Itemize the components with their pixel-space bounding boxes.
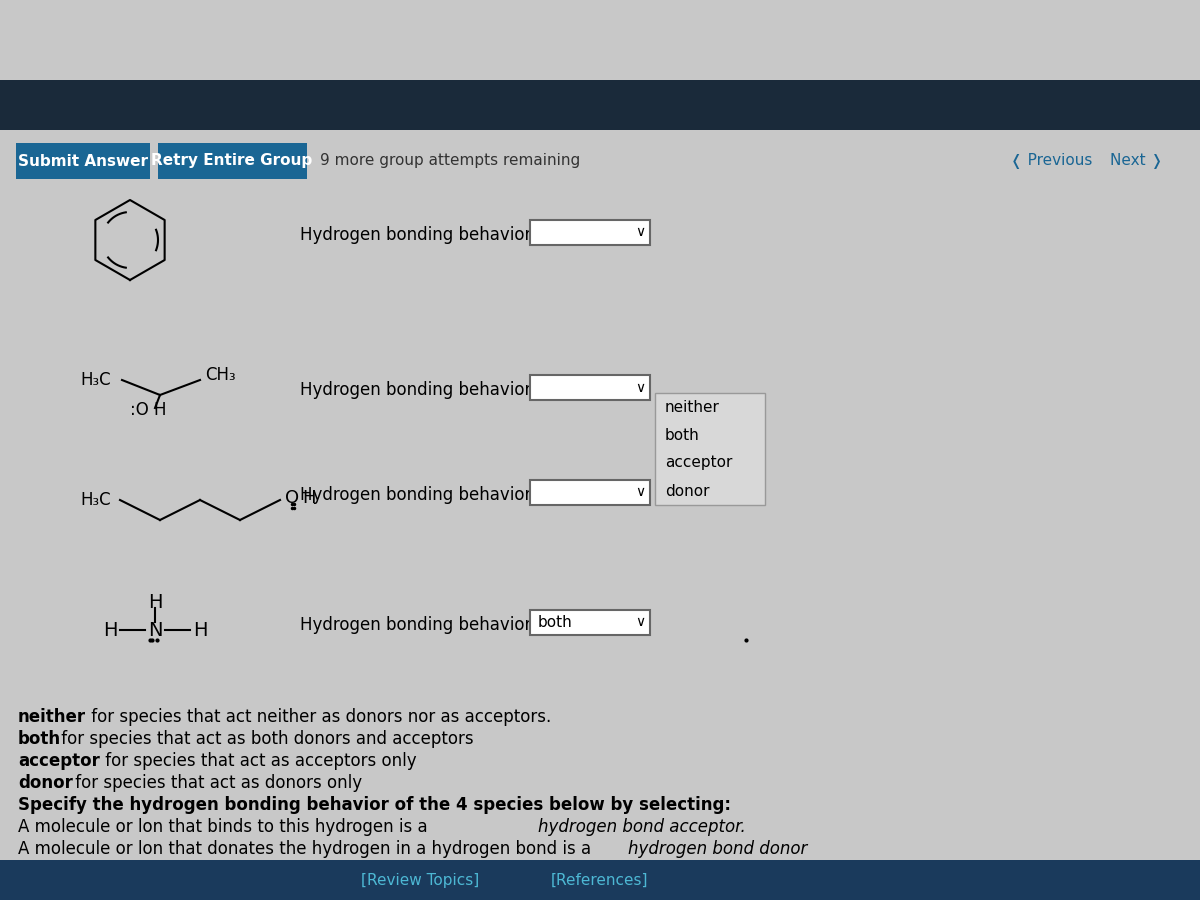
Text: H: H bbox=[193, 620, 208, 640]
Text: for species that act neither as donors nor as acceptors.: for species that act neither as donors n… bbox=[86, 708, 551, 726]
Text: CH₃: CH₃ bbox=[205, 366, 235, 384]
Text: ∨: ∨ bbox=[635, 381, 646, 394]
Text: H₃C: H₃C bbox=[80, 491, 110, 509]
Text: O: O bbox=[286, 489, 299, 507]
Text: ❬ Previous: ❬ Previous bbox=[1010, 153, 1092, 169]
Text: H: H bbox=[154, 401, 166, 419]
Text: ∨: ∨ bbox=[635, 226, 646, 239]
Text: H: H bbox=[148, 592, 162, 611]
Text: ∨: ∨ bbox=[635, 616, 646, 629]
Text: acceptor: acceptor bbox=[18, 752, 100, 770]
Text: Submit Answer: Submit Answer bbox=[18, 154, 148, 168]
Text: ✓: ✓ bbox=[655, 483, 668, 501]
Text: for species that act as acceptors only: for species that act as acceptors only bbox=[100, 752, 416, 770]
FancyBboxPatch shape bbox=[530, 480, 650, 505]
FancyBboxPatch shape bbox=[655, 393, 766, 505]
Text: both: both bbox=[538, 615, 572, 630]
Text: 9 more group attempts remaining: 9 more group attempts remaining bbox=[320, 154, 581, 168]
Text: [References]: [References] bbox=[551, 872, 649, 887]
Text: for species that act as donors only: for species that act as donors only bbox=[70, 774, 362, 792]
FancyBboxPatch shape bbox=[530, 610, 650, 635]
FancyBboxPatch shape bbox=[530, 375, 650, 400]
Text: :O: :O bbox=[130, 401, 149, 419]
Text: A molecule or lon that donates the hydrogen in a hydrogen bond is a: A molecule or lon that donates the hydro… bbox=[18, 840, 596, 858]
Text: Hydrogen bonding behavior: Hydrogen bonding behavior bbox=[300, 486, 532, 504]
Text: ∨: ∨ bbox=[635, 485, 646, 500]
FancyBboxPatch shape bbox=[530, 220, 650, 245]
Text: both: both bbox=[665, 428, 700, 443]
Text: hydrogen bond acceptor.: hydrogen bond acceptor. bbox=[538, 818, 745, 836]
Text: neither: neither bbox=[18, 708, 86, 726]
Text: donor: donor bbox=[18, 774, 73, 792]
Text: Specify the hydrogen bonding behavior of the 4 species below by selecting:: Specify the hydrogen bonding behavior of… bbox=[18, 796, 731, 814]
Text: neither: neither bbox=[665, 400, 720, 415]
Text: A molecule or lon that binds to this hydrogen is a: A molecule or lon that binds to this hyd… bbox=[18, 818, 433, 836]
Text: Hydrogen bonding behavior: Hydrogen bonding behavior bbox=[300, 381, 532, 399]
Text: Hydrogen bonding behavior: Hydrogen bonding behavior bbox=[300, 616, 532, 634]
Text: Next ❭: Next ❭ bbox=[1110, 153, 1163, 169]
Text: H₃C: H₃C bbox=[80, 371, 110, 389]
Text: H: H bbox=[103, 620, 118, 640]
Text: N: N bbox=[148, 620, 162, 640]
Text: both: both bbox=[18, 730, 61, 748]
Text: acceptor: acceptor bbox=[665, 455, 732, 471]
Text: H: H bbox=[302, 489, 316, 507]
Text: Hydrogen bonding behavior: Hydrogen bonding behavior bbox=[300, 226, 532, 244]
Text: hydrogen bond donor: hydrogen bond donor bbox=[628, 840, 808, 858]
FancyBboxPatch shape bbox=[0, 80, 1200, 130]
Text: donor: donor bbox=[665, 483, 709, 499]
FancyBboxPatch shape bbox=[158, 143, 307, 179]
Text: [Review Topics]: [Review Topics] bbox=[361, 872, 479, 887]
Text: Retry Entire Group: Retry Entire Group bbox=[151, 154, 313, 168]
FancyBboxPatch shape bbox=[0, 860, 1200, 900]
Text: for species that act as both donors and acceptors: for species that act as both donors and … bbox=[56, 730, 474, 748]
FancyBboxPatch shape bbox=[16, 143, 150, 179]
